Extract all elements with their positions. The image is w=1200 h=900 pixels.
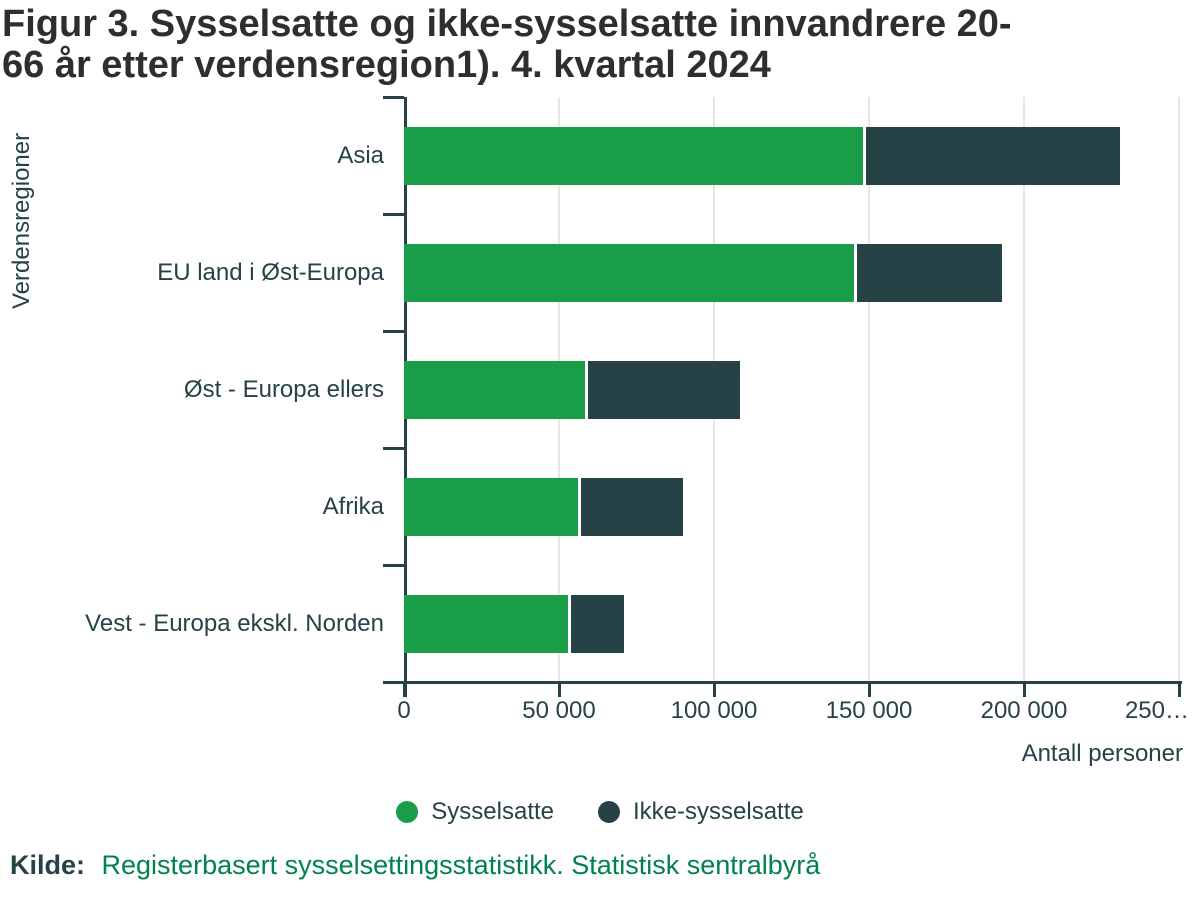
y-axis-tick: [383, 564, 404, 567]
bar-segment-ikke-sysselsatte: [862, 126, 1121, 185]
bar-segment-sysselsatte: [404, 477, 578, 536]
chart-title-line2: 66 år etter verdensregion1). 4. kvartal …: [2, 44, 771, 86]
x-axis-tick: [558, 681, 561, 697]
legend-item-sysselsatte[interactable]: Sysselsatte: [396, 798, 554, 826]
bar-row: [404, 477, 1179, 536]
category-label: EU land i Øst-Europa: [157, 258, 384, 286]
x-tick-label: 250…: [1124, 697, 1189, 724]
legend-label-sysselsatte: Sysselsatte: [431, 798, 554, 825]
bar-segment-ikke-sysselsatte: [568, 594, 625, 653]
x-axis-tick: [868, 681, 871, 697]
legend: Sysselsatte Ikke-sysselsatte: [0, 798, 1200, 826]
x-axis-tick: [403, 681, 406, 697]
bar-row: [404, 126, 1179, 185]
gridline: [1023, 97, 1025, 682]
x-axis-line: [383, 681, 1182, 684]
category-label: Asia: [337, 141, 384, 169]
bar-segment-sysselsatte: [404, 594, 569, 653]
category-label: Afrika: [322, 492, 384, 520]
gridline: [868, 97, 870, 682]
bar-row: [404, 243, 1179, 302]
x-tick-label: 100 000: [670, 697, 758, 724]
x-tick-label: 200 000: [980, 697, 1068, 724]
source-link[interactable]: Registerbasert sysselsettingsstatistikk.…: [101, 850, 821, 880]
x-tick-label: 50 000: [522, 697, 596, 724]
category-label: Vest - Europa ekskl. Norden: [85, 609, 384, 637]
bar-row: [404, 360, 1179, 419]
legend-marker-ikke-sysselsatte-icon: [598, 801, 620, 823]
bar-segment-sysselsatte: [404, 243, 854, 302]
y-axis-tick: [383, 447, 404, 450]
bar-segment-ikke-sysselsatte: [577, 477, 683, 536]
x-axis-tick: [1178, 681, 1181, 697]
legend-label-ikke-sysselsatte: Ikke-sysselsatte: [633, 798, 804, 825]
bar-segment-sysselsatte: [404, 360, 586, 419]
bar-row: [404, 594, 1179, 653]
bar-segment-ikke-sysselsatte: [585, 360, 741, 419]
category-label: Øst - Europa ellers: [183, 375, 384, 403]
gridline: [1178, 97, 1180, 682]
x-axis-tick: [1023, 681, 1026, 697]
x-axis-title: Antall personer: [1021, 740, 1183, 767]
y-axis-tick: [383, 681, 404, 684]
source-line: Kilde: Registerbasert sysselsettingsstat…: [10, 850, 820, 881]
x-tick-label: 0: [397, 697, 411, 724]
x-tick-label: 150 000: [825, 697, 913, 724]
source-label: Kilde:: [10, 850, 86, 880]
legend-item-ikke-sysselsatte[interactable]: Ikke-sysselsatte: [598, 798, 804, 826]
plot-area: [404, 97, 1179, 682]
y-axis-tick: [383, 213, 404, 216]
y-axis-tick: [383, 96, 404, 99]
x-axis-tick: [713, 681, 716, 697]
chart-title-line1: Figur 3. Sysselsatte og ikke-sysselsatte…: [2, 3, 1012, 45]
chart-title: Figur 3. Sysselsatte og ikke-sysselsatte…: [2, 4, 1182, 86]
y-axis-tick: [383, 330, 404, 333]
legend-marker-sysselsatte-icon: [396, 801, 419, 823]
bar-segment-ikke-sysselsatte: [853, 243, 1003, 302]
bar-segment-sysselsatte: [404, 126, 863, 185]
